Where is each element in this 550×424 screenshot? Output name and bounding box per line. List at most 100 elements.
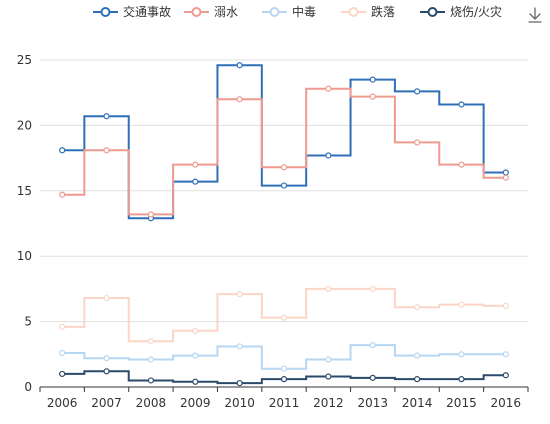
data-point[interactable]	[192, 178, 199, 185]
data-point[interactable]	[458, 161, 465, 168]
toolbox[interactable]	[528, 7, 542, 23]
series-line[interactable]	[62, 287, 506, 343]
data-point[interactable]	[369, 285, 376, 292]
data-point[interactable]	[458, 376, 465, 383]
data-point[interactable]	[413, 88, 421, 95]
data-point[interactable]	[236, 291, 243, 298]
legend-item[interactable]: 烧伤/火灾	[420, 4, 502, 19]
legend-marker-icon	[269, 7, 280, 17]
data-point[interactable]	[192, 352, 199, 359]
legend-marker-icon	[348, 7, 359, 17]
data-point[interactable]	[413, 304, 421, 311]
data-point[interactable]	[103, 147, 110, 154]
y-tick-label: 0	[24, 380, 32, 394]
data-point[interactable]	[325, 85, 332, 92]
legend-label: 溺水	[214, 5, 238, 19]
data-point[interactable]	[59, 370, 66, 378]
data-point[interactable]	[192, 327, 199, 334]
legend-item[interactable]: 交通事故	[93, 4, 171, 19]
data-point[interactable]	[280, 164, 288, 171]
series-line[interactable]	[62, 370, 506, 385]
data-point[interactable]	[236, 96, 243, 103]
data-point[interactable]	[280, 182, 288, 189]
series-lines	[59, 62, 509, 387]
data-point[interactable]	[147, 356, 155, 363]
data-point[interactable]	[147, 377, 155, 384]
data-point[interactable]	[458, 351, 465, 358]
legend-label: 交通事故	[123, 4, 171, 19]
axes: 0 5 10 15 20 25 2006 2007 2008 2009 2010 2011 2012 20…	[17, 53, 529, 410]
data-point[interactable]	[325, 285, 332, 292]
x-tick-label: 2012	[313, 396, 344, 410]
data-point[interactable]	[502, 351, 509, 358]
x-tick-label: 2011	[269, 396, 300, 410]
data-point[interactable]	[192, 161, 199, 168]
data-point[interactable]	[458, 301, 465, 308]
x-tick-label: 2014	[402, 396, 433, 410]
download-icon[interactable]	[528, 7, 542, 23]
data-point[interactable]	[59, 191, 66, 198]
data-point[interactable]	[502, 372, 509, 379]
data-point[interactable]	[236, 343, 243, 350]
grid-lines	[40, 59, 528, 323]
data-point[interactable]	[369, 374, 376, 381]
data-point[interactable]	[369, 342, 376, 349]
data-point[interactable]	[192, 378, 199, 385]
legend-label: 跌落	[371, 4, 395, 19]
data-point[interactable]	[458, 101, 465, 108]
data-point[interactable]	[59, 349, 66, 357]
data-point[interactable]	[325, 152, 332, 159]
data-point[interactable]	[103, 294, 110, 302]
data-point[interactable]	[147, 211, 155, 218]
series-5	[59, 368, 509, 387]
data-point[interactable]	[369, 93, 376, 100]
data-point[interactable]	[236, 62, 243, 69]
data-point[interactable]	[280, 376, 288, 383]
download-arrow	[528, 7, 542, 23]
data-point[interactable]	[280, 314, 288, 321]
data-point[interactable]	[502, 174, 509, 181]
data-point[interactable]	[325, 356, 332, 363]
series-4	[59, 285, 509, 345]
data-point[interactable]	[413, 352, 421, 359]
data-point[interactable]	[147, 338, 155, 345]
series-line[interactable]	[62, 344, 506, 370]
data-point[interactable]	[280, 365, 288, 372]
data-point[interactable]	[502, 169, 509, 176]
x-tick-label: 2016	[491, 396, 522, 410]
series-3	[59, 342, 509, 372]
series-2	[59, 85, 509, 218]
data-point[interactable]	[103, 368, 110, 375]
x-tick-label: 2015	[446, 396, 477, 410]
data-point[interactable]	[369, 76, 376, 83]
legend-marker-icon	[100, 7, 111, 17]
data-point[interactable]	[413, 376, 421, 383]
y-tick-label: 25	[17, 53, 32, 67]
data-point[interactable]	[59, 147, 66, 154]
legend-item[interactable]: 跌落	[341, 4, 395, 19]
x-tick-label: 2007	[91, 396, 122, 410]
legend-label: 中毒	[292, 4, 316, 19]
data-point[interactable]	[103, 113, 110, 120]
series-line[interactable]	[62, 87, 506, 216]
legend-marker-icon	[191, 7, 202, 17]
data-point[interactable]	[502, 302, 509, 310]
data-point[interactable]	[236, 379, 243, 387]
y-tick-label: 15	[17, 184, 32, 198]
x-tick-label: 2008	[136, 396, 167, 410]
data-point[interactable]	[325, 373, 332, 380]
series-1	[59, 62, 509, 222]
legend-item[interactable]: 溺水	[184, 5, 238, 19]
legend-item[interactable]: 中毒	[262, 4, 316, 19]
x-tick-label: 2009	[180, 396, 211, 410]
y-tick-label: 20	[17, 118, 32, 132]
data-point[interactable]	[59, 323, 66, 330]
data-point[interactable]	[413, 139, 421, 146]
legend-label: 烧伤/火灾	[450, 4, 502, 19]
data-point[interactable]	[103, 355, 110, 362]
x-tick-label: 2010	[224, 396, 255, 410]
legend[interactable]: 交通事故 溺水 中毒 跌落 烧伤/火灾	[93, 4, 502, 19]
y-tick-label: 10	[17, 249, 32, 263]
